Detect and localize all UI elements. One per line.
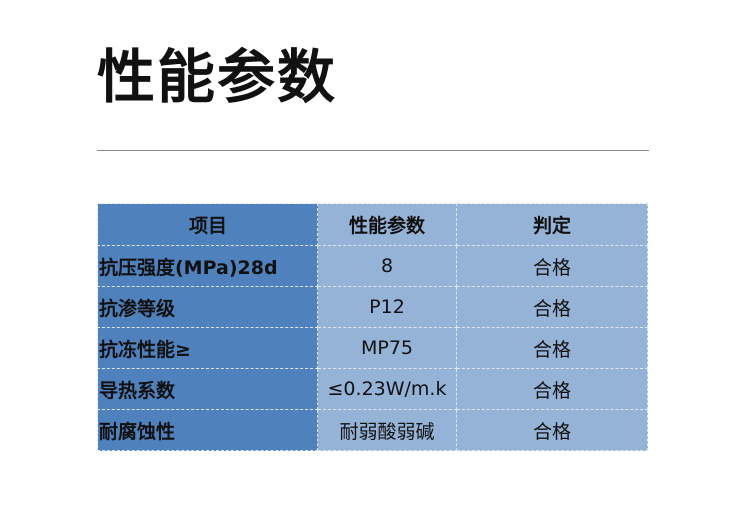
table-header-row: 项目 性能参数 判定 bbox=[97, 203, 648, 246]
row-value: P12 bbox=[317, 286, 457, 328]
row-result: 合格 bbox=[456, 327, 648, 369]
header-judgement: 判定 bbox=[456, 203, 648, 246]
performance-table: 项目 性能参数 判定 抗压强度(MPa)28d 8 合格 抗渗等级 P12 合格… bbox=[97, 203, 648, 451]
table-row: 抗冻性能≥ MP75 合格 bbox=[97, 327, 648, 369]
row-item: 导热系数 bbox=[97, 368, 318, 410]
divider bbox=[97, 150, 649, 151]
table-row: 耐腐蚀性 耐弱酸弱碱 合格 bbox=[97, 409, 648, 451]
row-result: 合格 bbox=[456, 368, 648, 410]
table-row: 导热系数 ≤0.23W/m.k 合格 bbox=[97, 368, 648, 410]
table-row: 抗渗等级 P12 合格 bbox=[97, 286, 648, 328]
row-result: 合格 bbox=[456, 245, 648, 287]
header-item: 项目 bbox=[97, 203, 318, 246]
row-item: 抗渗等级 bbox=[97, 286, 318, 328]
row-value: 8 bbox=[317, 245, 457, 287]
row-item: 抗压强度(MPa)28d bbox=[97, 245, 318, 287]
header-parameter: 性能参数 bbox=[317, 203, 457, 246]
row-result: 合格 bbox=[456, 409, 648, 451]
table-row: 抗压强度(MPa)28d 8 合格 bbox=[97, 245, 648, 287]
row-value: MP75 bbox=[317, 327, 457, 369]
page-title: 性能参数 bbox=[97, 43, 338, 111]
row-result: 合格 bbox=[456, 286, 648, 328]
row-value: ≤0.23W/m.k bbox=[317, 368, 457, 410]
row-item: 耐腐蚀性 bbox=[97, 409, 318, 451]
row-item: 抗冻性能≥ bbox=[97, 327, 318, 369]
row-value: 耐弱酸弱碱 bbox=[317, 409, 457, 451]
